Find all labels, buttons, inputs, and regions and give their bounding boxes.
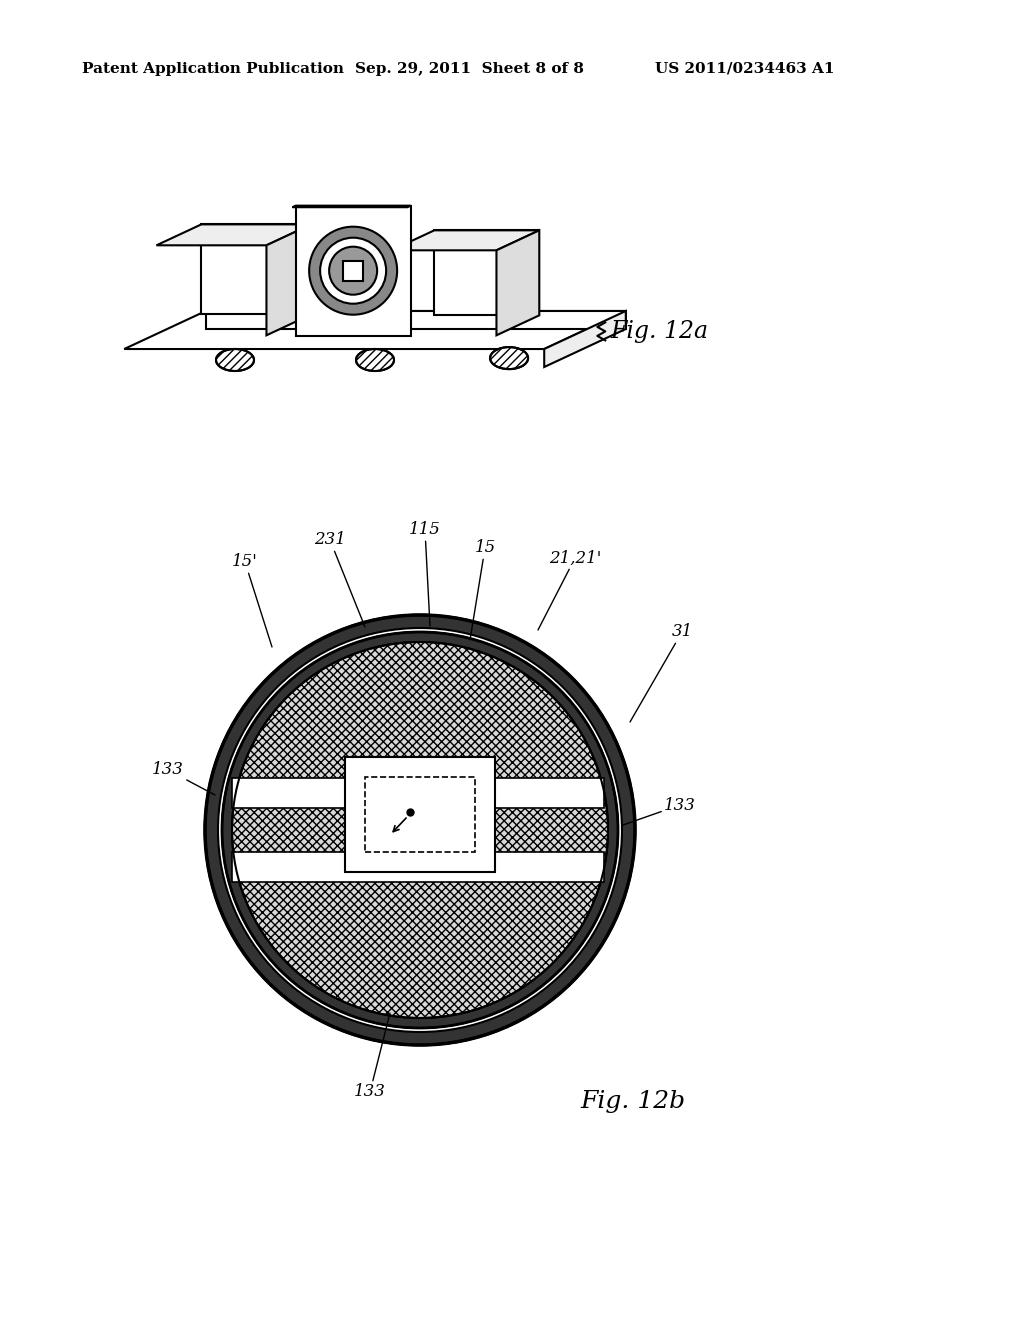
Text: 31: 31 bbox=[630, 623, 692, 722]
Circle shape bbox=[321, 238, 386, 304]
Circle shape bbox=[232, 642, 608, 1018]
Circle shape bbox=[309, 227, 397, 314]
Bar bbox=[232, 851, 604, 882]
Polygon shape bbox=[391, 231, 540, 251]
Circle shape bbox=[205, 615, 635, 1045]
Polygon shape bbox=[124, 312, 626, 348]
Polygon shape bbox=[544, 312, 626, 367]
Text: 115: 115 bbox=[409, 521, 441, 626]
Ellipse shape bbox=[216, 348, 254, 371]
Polygon shape bbox=[266, 224, 311, 335]
Polygon shape bbox=[434, 231, 540, 315]
Text: 15': 15' bbox=[232, 553, 272, 647]
Text: Fig. 12b: Fig. 12b bbox=[580, 1090, 685, 1113]
Circle shape bbox=[200, 610, 640, 1049]
Text: 231: 231 bbox=[314, 532, 365, 627]
Text: US 2011/0234463 A1: US 2011/0234463 A1 bbox=[655, 62, 835, 77]
Circle shape bbox=[218, 628, 622, 1032]
Circle shape bbox=[232, 642, 608, 1018]
Ellipse shape bbox=[356, 348, 394, 371]
Text: 133: 133 bbox=[354, 1012, 390, 1101]
Polygon shape bbox=[202, 224, 311, 314]
Bar bbox=[345, 756, 495, 873]
Polygon shape bbox=[293, 206, 411, 207]
Ellipse shape bbox=[490, 347, 528, 370]
Circle shape bbox=[222, 632, 618, 1028]
Text: Patent Application Publication: Patent Application Publication bbox=[82, 62, 344, 77]
Text: 133: 133 bbox=[152, 762, 215, 795]
Polygon shape bbox=[497, 231, 540, 335]
Bar bbox=[232, 777, 604, 808]
Text: 21,21': 21,21' bbox=[538, 549, 601, 630]
Text: Sep. 29, 2011  Sheet 8 of 8: Sep. 29, 2011 Sheet 8 of 8 bbox=[355, 62, 584, 77]
Circle shape bbox=[329, 247, 377, 294]
Text: Fig. 12a: Fig. 12a bbox=[610, 319, 709, 343]
Bar bbox=[365, 777, 475, 851]
Text: 15: 15 bbox=[470, 540, 496, 640]
Bar bbox=[343, 260, 364, 281]
Polygon shape bbox=[157, 224, 311, 246]
Text: 133: 133 bbox=[623, 796, 696, 825]
Polygon shape bbox=[296, 206, 411, 335]
Polygon shape bbox=[206, 312, 626, 329]
